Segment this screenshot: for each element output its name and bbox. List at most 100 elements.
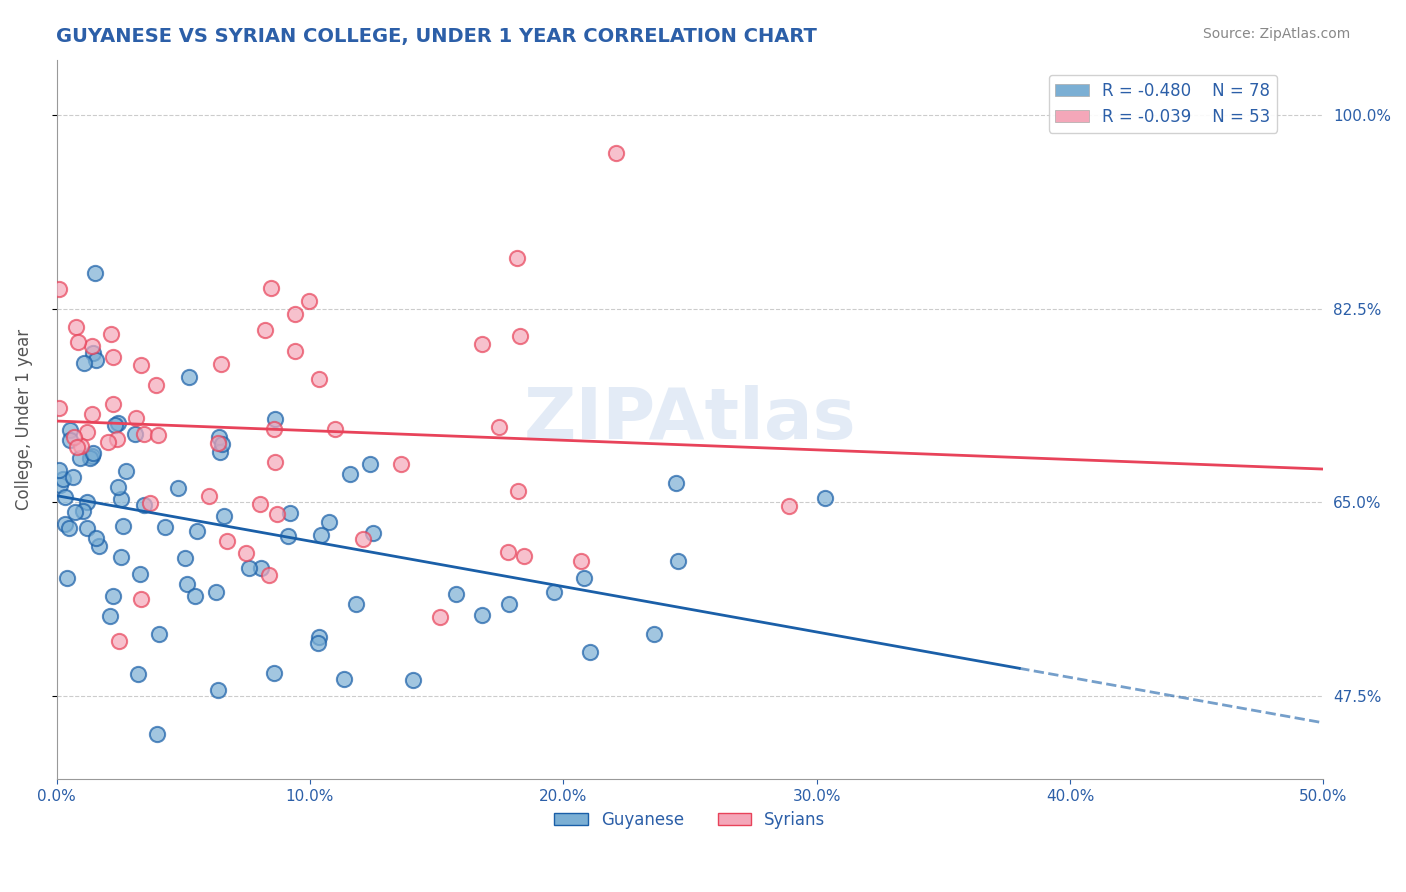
Point xyxy=(513,549,536,563)
Text: ZIPAtlas: ZIPAtlas xyxy=(523,384,856,454)
Point xyxy=(207,436,229,450)
Point xyxy=(129,592,152,607)
Point xyxy=(128,567,150,582)
Point xyxy=(79,451,101,466)
Point xyxy=(98,609,121,624)
Point xyxy=(124,426,146,441)
Point xyxy=(82,407,104,421)
Point xyxy=(53,490,76,504)
Point xyxy=(82,346,104,360)
Point xyxy=(506,252,529,266)
Point xyxy=(100,326,122,341)
Point xyxy=(579,644,602,658)
Point xyxy=(76,521,98,535)
Point xyxy=(72,356,94,370)
Point xyxy=(48,282,70,296)
Point xyxy=(48,463,70,477)
Point xyxy=(82,339,104,353)
Legend: Guyanese, Syrians: Guyanese, Syrians xyxy=(548,804,832,835)
Point xyxy=(339,467,361,481)
Point xyxy=(56,571,79,585)
Point xyxy=(204,585,226,599)
Point xyxy=(496,545,519,559)
Point xyxy=(58,520,80,534)
Y-axis label: College, Under 1 year: College, Under 1 year xyxy=(15,328,32,510)
Point xyxy=(176,577,198,591)
Point xyxy=(198,489,221,503)
Point xyxy=(488,420,510,434)
Point xyxy=(153,520,176,534)
Point xyxy=(207,683,229,698)
Point xyxy=(173,551,195,566)
Point xyxy=(498,598,520,612)
Point xyxy=(352,532,374,546)
Point xyxy=(145,377,167,392)
Point xyxy=(107,480,129,494)
Point xyxy=(72,504,94,518)
Point xyxy=(186,524,208,538)
Point xyxy=(509,328,531,343)
Point xyxy=(238,560,260,574)
Point xyxy=(107,416,129,430)
Point xyxy=(53,517,76,532)
Point xyxy=(307,635,329,649)
Point xyxy=(65,440,87,454)
Point xyxy=(104,417,127,432)
Point xyxy=(115,464,138,478)
Point xyxy=(235,546,257,560)
Point xyxy=(76,495,98,509)
Point xyxy=(69,451,91,466)
Point xyxy=(284,344,307,359)
Point xyxy=(82,449,104,463)
Point xyxy=(264,412,287,426)
Point xyxy=(277,528,299,542)
Point xyxy=(298,293,321,308)
Point xyxy=(605,146,627,161)
Point xyxy=(105,432,128,446)
Point xyxy=(63,429,86,443)
Point xyxy=(76,425,98,440)
Point xyxy=(65,319,87,334)
Point xyxy=(266,507,288,521)
Point xyxy=(506,484,529,499)
Point xyxy=(209,357,232,371)
Point xyxy=(49,478,72,492)
Point xyxy=(177,370,200,384)
Point xyxy=(84,531,107,545)
Point xyxy=(207,430,229,444)
Point xyxy=(249,497,271,511)
Point xyxy=(87,539,110,553)
Point xyxy=(138,496,160,510)
Point xyxy=(101,351,124,365)
Point xyxy=(471,337,494,351)
Point xyxy=(309,528,332,542)
Point xyxy=(263,422,285,436)
Point xyxy=(402,673,425,688)
Point xyxy=(250,561,273,575)
Point xyxy=(82,445,104,459)
Point xyxy=(166,482,188,496)
Point xyxy=(48,401,70,416)
Point xyxy=(543,585,565,599)
Point xyxy=(110,549,132,564)
Point xyxy=(59,424,82,438)
Point xyxy=(146,727,169,741)
Point xyxy=(264,455,287,469)
Point xyxy=(257,567,280,582)
Point xyxy=(59,434,82,448)
Point xyxy=(572,571,595,585)
Point xyxy=(471,608,494,623)
Point xyxy=(132,498,155,512)
Point xyxy=(63,505,86,519)
Point xyxy=(132,426,155,441)
Point xyxy=(103,397,125,411)
Point xyxy=(389,457,412,471)
Point xyxy=(278,506,301,520)
Point xyxy=(429,610,451,624)
Point xyxy=(97,435,120,450)
Point xyxy=(62,470,84,484)
Point xyxy=(67,335,90,350)
Point xyxy=(778,499,800,513)
Point xyxy=(146,428,169,442)
Point xyxy=(125,411,148,425)
